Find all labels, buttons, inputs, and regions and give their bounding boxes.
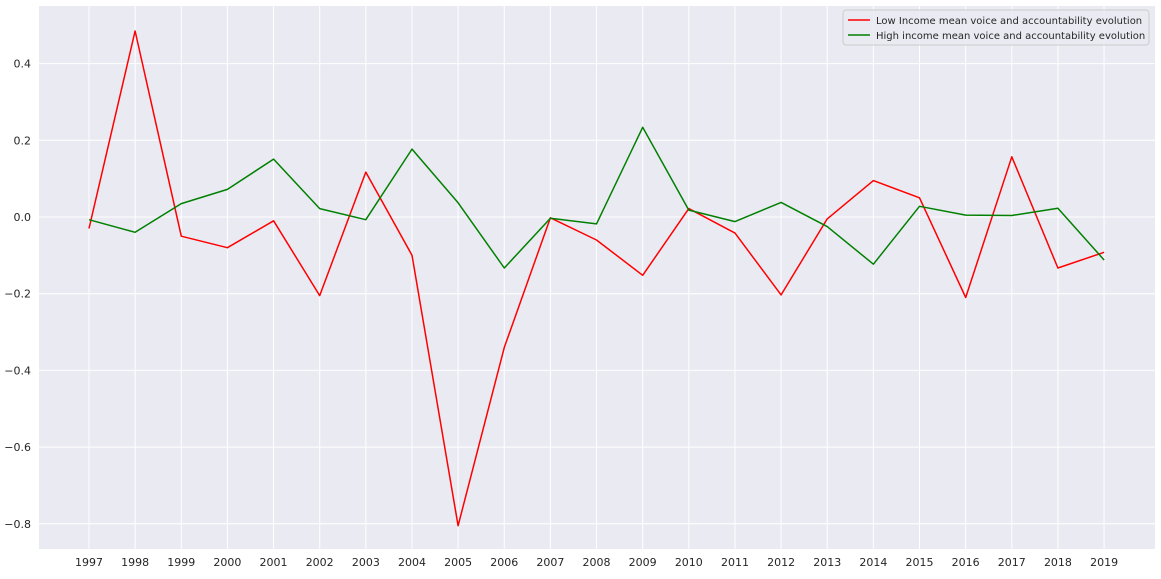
- x-axis-ticks: 1997 1998 1999 2000 2001 2002 2003 2004 2005 2006…: [75, 556, 1118, 569]
- data-point: [826, 217, 829, 220]
- data-point: [410, 254, 413, 257]
- series-line-low-income: [88, 30, 1105, 527]
- legend-label: Low Income mean voice and accountability…: [876, 16, 1142, 27]
- x-tick-label: 1998: [121, 556, 149, 569]
- data-point: [272, 158, 275, 161]
- data-point: [410, 148, 413, 151]
- data-point: [88, 227, 91, 230]
- series-line-high-income: [88, 126, 1105, 269]
- data-point: [457, 201, 460, 204]
- x-tick-label: 2012: [767, 556, 795, 569]
- y-tick-label: −0.4: [4, 364, 31, 377]
- data-point: [595, 222, 598, 225]
- data-point: [780, 201, 783, 204]
- x-tick-label: 2002: [306, 556, 334, 569]
- data-point: [134, 231, 137, 234]
- data-point: [503, 346, 506, 349]
- data-point: [180, 235, 183, 238]
- x-tick-label: 2007: [536, 556, 564, 569]
- data-point: [1103, 258, 1106, 261]
- x-tick-label: 2018: [1044, 556, 1072, 569]
- x-tick-label: 1999: [167, 556, 195, 569]
- data-point: [226, 246, 229, 249]
- data-point: [1010, 155, 1013, 158]
- legend: Low Income mean voice and accountability…: [842, 9, 1150, 46]
- data-point: [1056, 267, 1059, 270]
- x-tick-label: 2000: [213, 556, 241, 569]
- data-point: [549, 217, 552, 220]
- data-point: [780, 293, 783, 296]
- data-point: [134, 30, 137, 33]
- data-point: [1056, 207, 1059, 210]
- x-tick-label: 2008: [583, 556, 611, 569]
- grid-lines: [39, 6, 1155, 549]
- data-point: [318, 294, 321, 297]
- data-point: [180, 202, 183, 205]
- data-point: [687, 209, 690, 212]
- data-point: [826, 225, 829, 228]
- data-point: [641, 126, 644, 129]
- x-tick-label: 2010: [675, 556, 703, 569]
- y-tick-label: −0.2: [4, 288, 31, 301]
- x-tick-label: 2009: [629, 556, 657, 569]
- data-point: [364, 218, 367, 221]
- x-tick-label: 2017: [998, 556, 1026, 569]
- series-lines: [88, 30, 1106, 527]
- x-tick-label: 2013: [813, 556, 841, 569]
- data-point: [503, 267, 506, 270]
- data-point: [1010, 214, 1013, 217]
- x-tick-label: 2005: [444, 556, 472, 569]
- data-point: [918, 205, 921, 208]
- data-point: [457, 524, 460, 527]
- data-point: [918, 196, 921, 199]
- data-point: [595, 239, 598, 242]
- data-point: [872, 179, 875, 182]
- y-axis-ticks: 0.4 0.2 0.0 −0.2 −0.4 −0.6 −0.8: [4, 58, 31, 531]
- x-tick-label: 2011: [721, 556, 749, 569]
- data-point: [318, 207, 321, 210]
- data-point: [1103, 251, 1106, 254]
- x-tick-label: 2015: [906, 556, 934, 569]
- data-point: [872, 263, 875, 266]
- x-tick-label: 2006: [490, 556, 518, 569]
- y-tick-label: −0.6: [4, 441, 31, 454]
- x-tick-label: 2014: [859, 556, 887, 569]
- x-tick-label: 2016: [952, 556, 980, 569]
- y-tick-label: 0.0: [14, 211, 32, 224]
- x-tick-label: 2019: [1090, 556, 1118, 569]
- data-point: [88, 218, 91, 221]
- y-tick-label: 0.2: [14, 134, 32, 147]
- data-point: [733, 232, 736, 235]
- data-point: [964, 214, 967, 217]
- y-tick-label: −0.8: [4, 518, 31, 531]
- data-point: [733, 220, 736, 223]
- x-tick-label: 2003: [352, 556, 380, 569]
- data-point: [964, 296, 967, 299]
- data-point: [226, 188, 229, 191]
- legend-label: High income mean voice and accountabilit…: [876, 31, 1145, 42]
- x-tick-label: 2004: [398, 556, 426, 569]
- legend-box: [842, 9, 1150, 46]
- y-tick-label: 0.4: [14, 58, 32, 71]
- data-point: [272, 219, 275, 222]
- data-point: [364, 171, 367, 174]
- x-tick-label: 1997: [75, 556, 103, 569]
- data-point: [641, 274, 644, 277]
- x-tick-label: 2001: [260, 556, 288, 569]
